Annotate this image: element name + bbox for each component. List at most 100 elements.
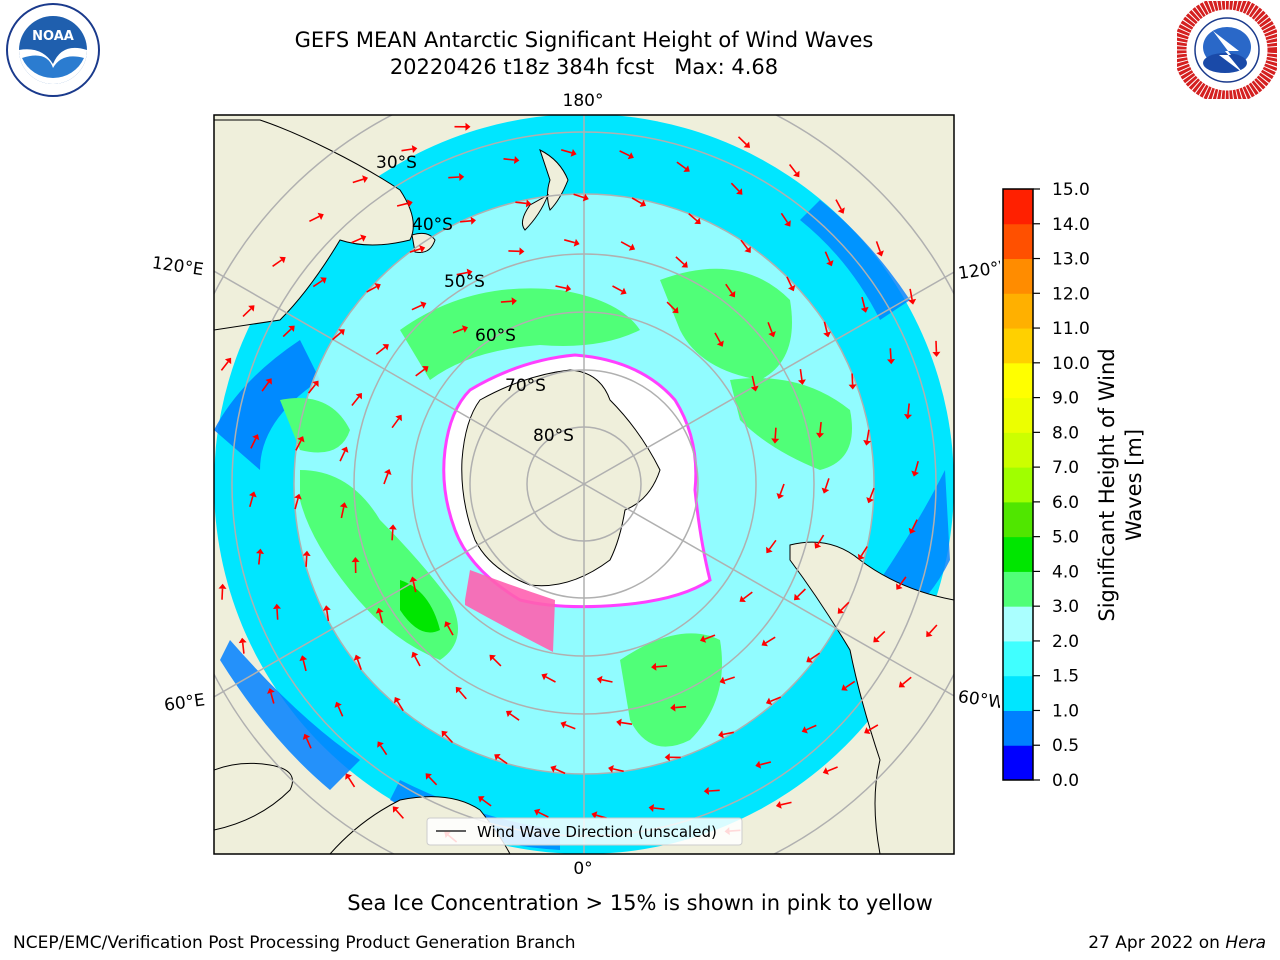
wind-wave-arrow-head <box>591 811 598 819</box>
wind-wave-arrow-head <box>419 245 426 253</box>
wind-wave-arrow-head <box>465 122 471 131</box>
colorbar-label-line2: Waves [m] <box>1122 429 1146 541</box>
wind-wave-arrow-head <box>887 359 895 365</box>
wind-wave-arrow-shaft <box>339 450 346 462</box>
wind-wave-arrow-shaft <box>770 696 782 703</box>
wind-wave-arrow-head <box>608 765 614 773</box>
wind-wave-arrow-shaft <box>220 361 229 371</box>
wind-wave-arrow-shaft <box>914 460 919 473</box>
wind-wave-arrow-shaft <box>460 220 472 223</box>
wind-wave-arrow-head <box>823 331 831 338</box>
wind-wave-arrow-shaft <box>261 381 270 392</box>
wind-wave-arrow-shaft <box>409 248 421 253</box>
wind-wave-arrow-head <box>422 366 429 373</box>
wind-wave-arrow-shaft <box>928 624 938 634</box>
wind-wave-arrow-head <box>494 754 501 761</box>
wind-wave-arrow-head <box>466 268 473 277</box>
colorbar-swatch <box>1003 640 1033 677</box>
wind-wave-arrow-head <box>294 493 302 500</box>
wind-wave-arrow-head <box>461 325 468 333</box>
wind-wave-arrow-shaft <box>396 202 408 207</box>
wind-wave-arrow-shaft <box>765 636 776 644</box>
wind-wave-arrow-shaft <box>305 737 312 749</box>
colorbar-tick-label: 12.0 <box>1052 284 1090 304</box>
wind-wave-arrow-shaft <box>378 612 384 624</box>
wind-wave-arrow-head <box>406 199 413 208</box>
wind-wave-arrow-shaft <box>620 721 633 725</box>
wind-wave-arrows <box>218 122 941 843</box>
map-frame <box>213 114 955 855</box>
wind-wave-arrow-head <box>320 277 327 284</box>
wind-wave-arrow-shaft <box>509 713 520 721</box>
wind-wave-arrow-shaft <box>767 322 773 333</box>
wind-wave-arrow-head <box>876 250 884 257</box>
wind-wave-arrow-shaft <box>415 368 425 377</box>
wind-wave-arrow-head <box>267 688 275 694</box>
wind-wave-arrow-shaft <box>866 429 870 441</box>
colorbar-swatch <box>1003 328 1033 364</box>
wind-wave-arrow-shaft <box>760 761 772 766</box>
wind-wave-arrow-head <box>478 796 485 803</box>
colorbar: 0.0 0.5 1.0 1.5 2.0 3.0 4.0 5.0 6.0 7.0 8.0 9.0 10.0… <box>1002 180 1146 791</box>
wind-wave-arrow-shaft <box>889 348 892 360</box>
wind-wave-arrow-shaft <box>391 418 400 429</box>
wind-wave-arrow-shaft <box>401 148 413 152</box>
wind-wave-arrow-shaft <box>352 178 364 184</box>
wind-wave-arrow-head <box>459 173 465 181</box>
wind-wave-arrow-shaft <box>500 300 512 303</box>
wind-wave-arrow-shaft <box>555 285 567 290</box>
wind-wave-arrow-head <box>265 378 272 385</box>
footer-machine: Hera <box>1225 933 1266 953</box>
wind-wave-arrow-shaft <box>780 212 789 223</box>
colorbar-swatch <box>1003 362 1033 399</box>
wind-wave-arrow-shaft <box>412 581 417 593</box>
wind-wave-arrow-shaft <box>819 422 822 434</box>
wind-wave-arrow-head <box>455 686 463 694</box>
wind-wave-arrow-head <box>750 385 759 392</box>
colorbar-tick-label: 1.0 <box>1052 701 1079 721</box>
wind-wave-arrow-shaft <box>560 149 573 154</box>
lat-label-40s: 40°S <box>412 215 453 235</box>
wind-wave-arrow-shaft <box>768 539 777 550</box>
wind-wave-arrow-head <box>360 234 367 242</box>
wind-wave-arrow-shaft <box>653 807 665 810</box>
wind-wave-arrow-shaft <box>307 384 317 394</box>
lon-label-60e: 60°E <box>163 690 206 715</box>
wind-wave-arrow-head <box>683 165 690 172</box>
wind-wave-arrow-shaft <box>780 801 792 806</box>
wind-wave-arrow-head <box>784 220 791 227</box>
wind-wave-arrow-head <box>627 152 634 160</box>
wind-wave-arrow-head <box>345 773 352 780</box>
wind-wave-arrow-head <box>248 305 255 312</box>
wind-wave-arrow-shaft <box>688 212 698 222</box>
chart-title: GEFS MEAN Antarctic Significant Height o… <box>294 28 874 52</box>
wind-wave-arrow-shaft <box>827 766 838 772</box>
colorbar-swatch <box>1003 467 1033 503</box>
wind-wave-arrow-shaft <box>515 201 527 205</box>
colorbar-swatch <box>1003 223 1033 260</box>
wind-wave-arrow-head <box>755 760 762 769</box>
wind-wave-arrow-head <box>672 306 679 314</box>
wind-wave-arrow-head <box>860 306 869 313</box>
wind-wave-arrow-head <box>489 654 496 662</box>
wind-wave-arrow-shaft <box>258 553 261 565</box>
wind-wave-arrow-shaft <box>302 660 307 672</box>
wind-wave-arrow-head <box>739 595 746 602</box>
wind-wave-arrow-head <box>573 238 580 247</box>
wind-wave-arrow-shaft <box>840 601 850 611</box>
australia-landmass <box>214 119 414 331</box>
wind-wave-arrow-shaft <box>383 473 389 485</box>
wind-wave-arrow-shaft <box>743 591 753 600</box>
wind-wave-arrow-shaft <box>835 199 842 210</box>
wind-wave-arrow-head <box>848 384 857 390</box>
wind-wave-arrow-shaft <box>823 321 828 333</box>
wind-wave-arrow-head <box>362 175 368 183</box>
wind-wave-arrow-shaft <box>824 251 831 263</box>
wind-wave-arrow-shaft <box>845 680 856 689</box>
wind-wave-arrow-head <box>744 246 751 253</box>
wind-wave-arrow-shaft <box>242 308 252 317</box>
wind-wave-arrow-head <box>863 440 872 446</box>
wind-wave-arrow-head <box>299 655 308 662</box>
wind-wave-arrow-head <box>302 550 311 556</box>
wind-wave-arrow-shaft <box>270 692 275 704</box>
